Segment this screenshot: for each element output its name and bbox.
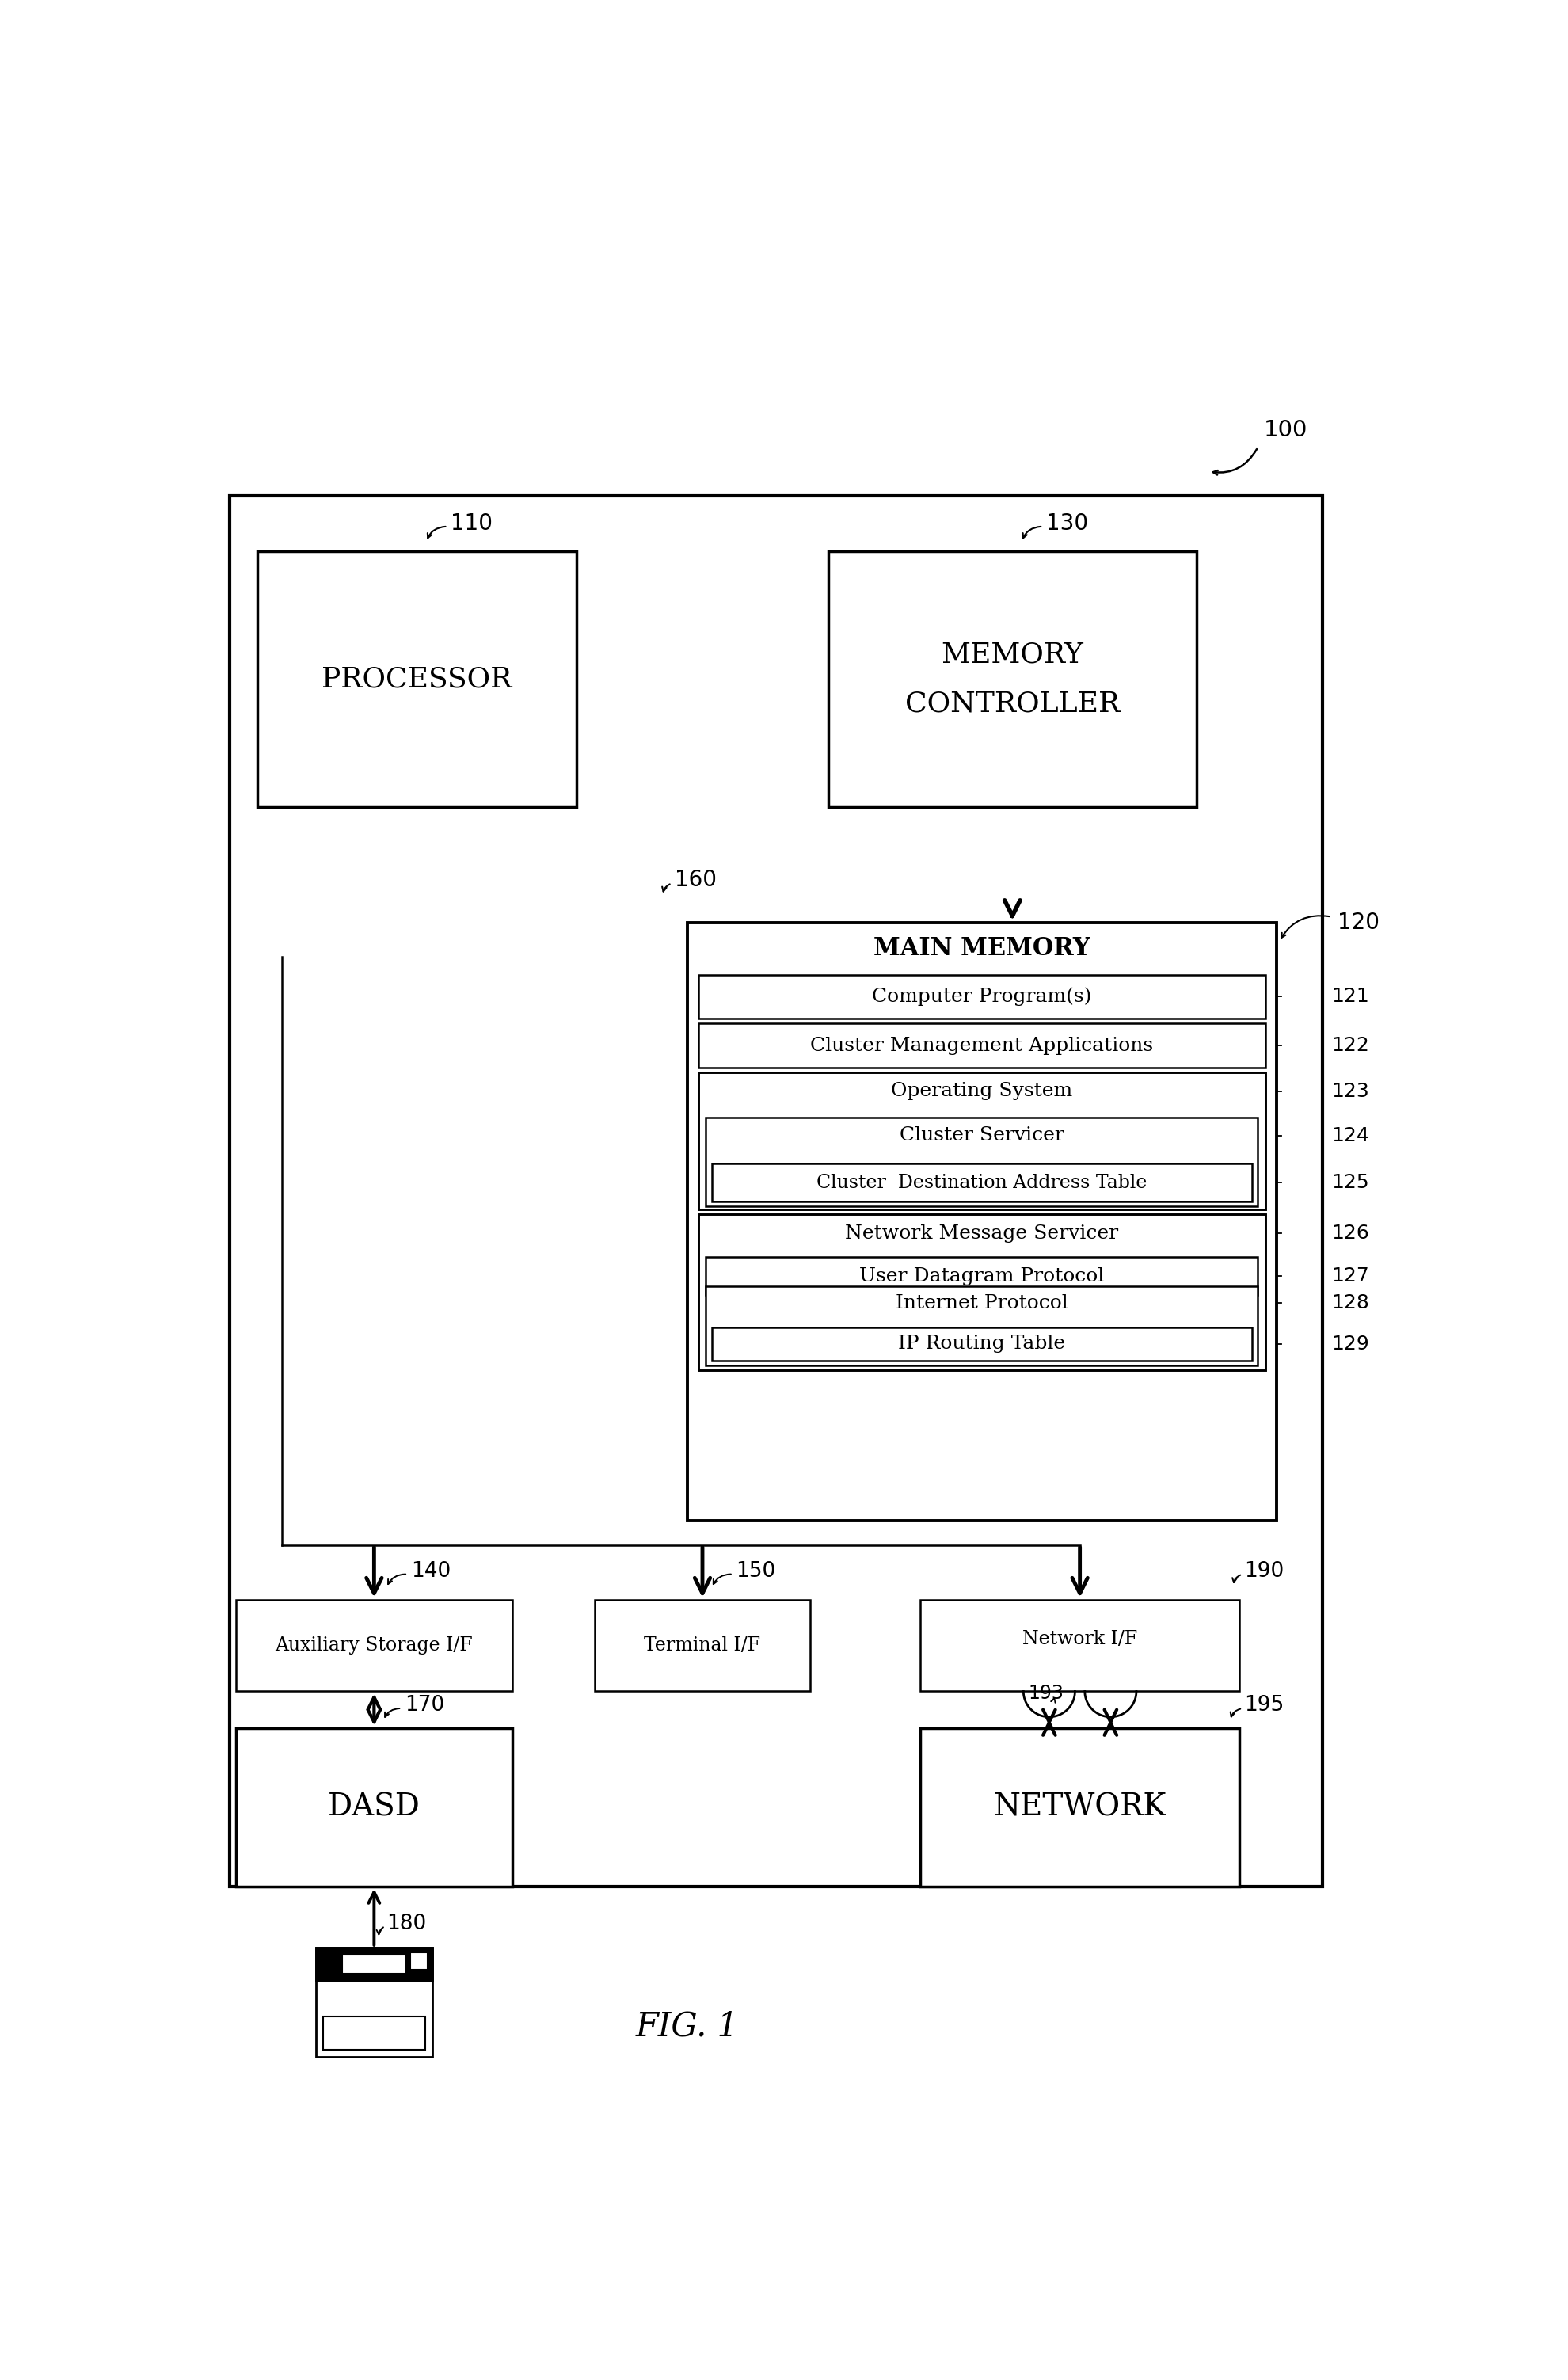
Text: 160: 160 xyxy=(674,869,717,890)
Bar xyxy=(920,1599,1239,1692)
Text: Auxiliary Storage I/F: Auxiliary Storage I/F xyxy=(274,1637,472,1654)
Text: User Datagram Protocol: User Datagram Protocol xyxy=(859,1266,1104,1285)
Text: Network Message Servicer: Network Message Servicer xyxy=(845,1223,1118,1242)
Text: FIG. 1: FIG. 1 xyxy=(635,2011,739,2044)
Text: NETWORK: NETWORK xyxy=(993,1792,1165,1821)
Text: 100: 100 xyxy=(1264,419,1308,440)
Bar xyxy=(411,1952,426,1968)
Bar xyxy=(282,912,655,957)
Bar xyxy=(323,2016,425,2049)
Text: Internet Protocol: Internet Protocol xyxy=(895,1295,1068,1311)
Text: 123: 123 xyxy=(1331,1081,1369,1100)
Text: 195: 195 xyxy=(1243,1695,1284,1716)
Text: 126: 126 xyxy=(1331,1223,1369,1242)
Text: CONTROLLER: CONTROLLER xyxy=(905,690,1120,716)
Text: 124: 124 xyxy=(1331,1126,1369,1145)
Bar xyxy=(342,1954,406,1973)
Text: 190: 190 xyxy=(1243,1561,1284,1580)
Bar xyxy=(698,976,1264,1019)
Text: 170: 170 xyxy=(405,1695,444,1716)
Bar xyxy=(594,1599,809,1692)
Bar xyxy=(315,1947,433,2056)
Text: 128: 128 xyxy=(1331,1295,1369,1314)
Text: MEMORY: MEMORY xyxy=(941,640,1083,669)
Text: 120: 120 xyxy=(1338,912,1378,933)
Bar xyxy=(698,1214,1264,1371)
Bar xyxy=(315,1947,433,1980)
Bar xyxy=(257,550,577,807)
Text: 193: 193 xyxy=(1029,1683,1063,1702)
Bar xyxy=(712,1328,1251,1361)
Text: Terminal I/F: Terminal I/F xyxy=(644,1637,760,1654)
Text: 127: 127 xyxy=(1331,1266,1369,1285)
Bar xyxy=(706,1257,1258,1295)
Text: MAIN MEMORY: MAIN MEMORY xyxy=(873,935,1090,962)
Text: 122: 122 xyxy=(1331,1035,1369,1054)
Text: PROCESSOR: PROCESSOR xyxy=(321,666,513,693)
Text: Network I/F: Network I/F xyxy=(1022,1630,1137,1649)
Text: 129: 129 xyxy=(1331,1335,1369,1354)
Text: 150: 150 xyxy=(735,1561,776,1580)
Text: Computer Program(s): Computer Program(s) xyxy=(872,988,1091,1007)
Bar xyxy=(828,550,1196,807)
Bar xyxy=(235,1728,511,1887)
Bar xyxy=(401,807,1027,912)
Text: IP Routing Table: IP Routing Table xyxy=(897,1335,1065,1354)
Bar xyxy=(920,1728,1239,1887)
Text: Operating System: Operating System xyxy=(891,1083,1073,1100)
Bar xyxy=(712,1164,1251,1202)
Text: 130: 130 xyxy=(1046,512,1088,533)
Text: 110: 110 xyxy=(450,512,492,533)
Text: DASD: DASD xyxy=(328,1792,420,1821)
Bar xyxy=(235,1599,511,1692)
Text: Cluster Management Applications: Cluster Management Applications xyxy=(809,1035,1152,1054)
Bar xyxy=(706,1285,1258,1366)
Text: 125: 125 xyxy=(1331,1173,1369,1192)
Bar xyxy=(687,923,1276,1521)
Text: Cluster  Destination Address Table: Cluster Destination Address Table xyxy=(815,1173,1146,1192)
Text: Cluster Servicer: Cluster Servicer xyxy=(898,1126,1063,1145)
Bar xyxy=(698,1023,1264,1066)
Text: 121: 121 xyxy=(1331,988,1369,1007)
Bar xyxy=(698,1073,1264,1209)
Bar xyxy=(706,1119,1258,1207)
Text: 140: 140 xyxy=(411,1561,450,1580)
Text: 180: 180 xyxy=(386,1914,426,1935)
Bar xyxy=(230,495,1322,1887)
